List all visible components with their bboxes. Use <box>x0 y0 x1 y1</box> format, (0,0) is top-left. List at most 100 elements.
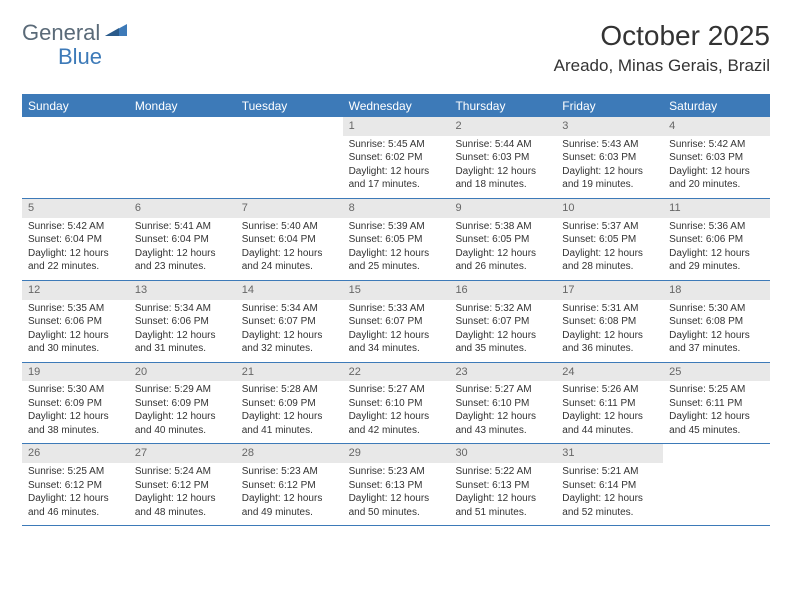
header: General Blue October 2025 Areado, Minas … <box>0 0 792 84</box>
sunrise-line: Sunrise: 5:37 AM <box>562 220 657 234</box>
day-content: Sunrise: 5:41 AMSunset: 6:04 PMDaylight:… <box>129 218 236 280</box>
day-cell: 4 Sunrise: 5:42 AMSunset: 6:03 PMDaylight… <box>663 117 770 198</box>
daylight-line: Daylight: 12 hours and 40 minutes. <box>135 410 230 437</box>
sunset-line: Sunset: 6:05 PM <box>349 233 444 247</box>
sunrise-line: Sunrise: 5:23 AM <box>349 465 444 479</box>
weekday-header: Thursday <box>449 95 556 117</box>
sunrise-line: Sunrise: 5:27 AM <box>455 383 550 397</box>
day-cell: 22Sunrise: 5:27 AMSunset: 6:10 PMDayligh… <box>343 363 450 444</box>
daylight-line: Daylight: 12 hours and 44 minutes. <box>562 410 657 437</box>
sunrise-line: Sunrise: 5:36 AM <box>669 220 764 234</box>
day-content: Sunrise: 5:45 AMSunset: 6:02 PMDaylight:… <box>343 136 450 198</box>
daylight-line: Daylight: 12 hours and 51 minutes. <box>455 492 550 519</box>
sunrise-line: Sunrise: 5:38 AM <box>455 220 550 234</box>
sunset-line: Sunset: 6:05 PM <box>562 233 657 247</box>
weekday-header: Monday <box>129 95 236 117</box>
sunset-line: Sunset: 6:04 PM <box>242 233 337 247</box>
day-content: Sunrise: 5:30 AMSunset: 6:09 PMDaylight:… <box>22 381 129 443</box>
weekday-header-row: SundayMondayTuesdayWednesdayThursdayFrid… <box>22 95 770 117</box>
day-number: 17 <box>556 281 663 300</box>
daylight-line: Daylight: 12 hours and 42 minutes. <box>349 410 444 437</box>
daylight-line: Daylight: 12 hours and 23 minutes. <box>135 247 230 274</box>
day-cell: 23Sunrise: 5:27 AMSunset: 6:10 PMDayligh… <box>449 363 556 444</box>
daylight-line: Daylight: 12 hours and 29 minutes. <box>669 247 764 274</box>
day-content: Sunrise: 5:42 AMSunset: 6:04 PMDaylight:… <box>22 218 129 280</box>
day-number: 20 <box>129 363 236 382</box>
day-number: 8 <box>343 199 450 218</box>
sunset-line: Sunset: 6:08 PM <box>669 315 764 329</box>
day-content: Sunrise: 5:38 AMSunset: 6:05 PMDaylight:… <box>449 218 556 280</box>
day-number: 9 <box>449 199 556 218</box>
daylight-line: Daylight: 12 hours and 41 minutes. <box>242 410 337 437</box>
sunset-line: Sunset: 6:12 PM <box>242 479 337 493</box>
sunset-line: Sunset: 6:03 PM <box>455 151 550 165</box>
sunset-line: Sunset: 6:10 PM <box>455 397 550 411</box>
sunrise-line: Sunrise: 5:23 AM <box>242 465 337 479</box>
sunrise-line: Sunrise: 5:25 AM <box>28 465 123 479</box>
day-number: 3 <box>556 117 663 136</box>
sunset-line: Sunset: 6:06 PM <box>669 233 764 247</box>
day-cell: 18Sunrise: 5:30 AMSunset: 6:08 PMDayligh… <box>663 281 770 362</box>
sunrise-line: Sunrise: 5:44 AM <box>455 138 550 152</box>
day-content: Sunrise: 5:23 AMSunset: 6:13 PMDaylight:… <box>343 463 450 525</box>
day-number: 30 <box>449 444 556 463</box>
sunrise-line: Sunrise: 5:43 AM <box>562 138 657 152</box>
sunrise-line: Sunrise: 5:42 AM <box>669 138 764 152</box>
day-cell: 6Sunrise: 5:41 AMSunset: 6:04 PMDaylight… <box>129 199 236 280</box>
day-number: 15 <box>343 281 450 300</box>
sunrise-line: Sunrise: 5:32 AM <box>455 302 550 316</box>
day-content: Sunrise: 5:30 AMSunset: 6:08 PMDaylight:… <box>663 300 770 362</box>
day-number: 4 <box>663 117 770 136</box>
day-number: 24 <box>556 363 663 382</box>
day-content: Sunrise: 5:25 AMSunset: 6:11 PMDaylight:… <box>663 381 770 443</box>
calendar-week-row: 1Sunrise: 5:45 AMSunset: 6:02 PMDaylight… <box>22 117 770 199</box>
sunset-line: Sunset: 6:06 PM <box>135 315 230 329</box>
day-cell: 21Sunrise: 5:28 AMSunset: 6:09 PMDayligh… <box>236 363 343 444</box>
sunset-line: Sunset: 6:03 PM <box>669 151 764 165</box>
daylight-line: Daylight: 12 hours and 45 minutes. <box>669 410 764 437</box>
daylight-line: Daylight: 12 hours and 43 minutes. <box>455 410 550 437</box>
sunrise-line: Sunrise: 5:30 AM <box>669 302 764 316</box>
page-title: October 2025 <box>554 20 770 52</box>
weeks-container: 1Sunrise: 5:45 AMSunset: 6:02 PMDaylight… <box>22 117 770 526</box>
day-number: 6 <box>129 199 236 218</box>
day-cell: 13Sunrise: 5:34 AMSunset: 6:06 PMDayligh… <box>129 281 236 362</box>
day-cell: 25Sunrise: 5:25 AMSunset: 6:11 PMDayligh… <box>663 363 770 444</box>
day-number: 16 <box>449 281 556 300</box>
day-content: Sunrise: 5:44 AMSunset: 6:03 PMDaylight:… <box>449 136 556 198</box>
day-cell: 3Sunrise: 5:43 AMSunset: 6:03 PMDaylight… <box>556 117 663 198</box>
weekday-header: Saturday <box>663 95 770 117</box>
day-content: Sunrise: 5:26 AMSunset: 6:11 PMDaylight:… <box>556 381 663 443</box>
day-content: Sunrise: 5:25 AMSunset: 6:12 PMDaylight:… <box>22 463 129 525</box>
sunrise-line: Sunrise: 5:42 AM <box>28 220 123 234</box>
day-cell: 15Sunrise: 5:33 AMSunset: 6:07 PMDayligh… <box>343 281 450 362</box>
weekday-header: Friday <box>556 95 663 117</box>
day-number: 1 <box>343 117 450 136</box>
day-content: Sunrise: 5:33 AMSunset: 6:07 PMDaylight:… <box>343 300 450 362</box>
day-cell: 11Sunrise: 5:36 AMSunset: 6:06 PMDayligh… <box>663 199 770 280</box>
day-content: Sunrise: 5:27 AMSunset: 6:10 PMDaylight:… <box>449 381 556 443</box>
sunset-line: Sunset: 6:08 PM <box>562 315 657 329</box>
day-cell: 10Sunrise: 5:37 AMSunset: 6:05 PMDayligh… <box>556 199 663 280</box>
day-number: 25 <box>663 363 770 382</box>
day-number: 22 <box>343 363 450 382</box>
day-number: 23 <box>449 363 556 382</box>
sunset-line: Sunset: 6:09 PM <box>242 397 337 411</box>
sunset-line: Sunset: 6:12 PM <box>135 479 230 493</box>
day-content: Sunrise: 5:37 AMSunset: 6:05 PMDaylight:… <box>556 218 663 280</box>
day-cell: 16Sunrise: 5:32 AMSunset: 6:07 PMDayligh… <box>449 281 556 362</box>
day-content: Sunrise: 5:23 AMSunset: 6:12 PMDaylight:… <box>236 463 343 525</box>
day-content: Sunrise: 5:21 AMSunset: 6:14 PMDaylight:… <box>556 463 663 525</box>
day-content: Sunrise: 5:34 AMSunset: 6:06 PMDaylight:… <box>129 300 236 362</box>
day-content: Sunrise: 5:40 AMSunset: 6:04 PMDaylight:… <box>236 218 343 280</box>
daylight-line: Daylight: 12 hours and 46 minutes. <box>28 492 123 519</box>
day-number: 31 <box>556 444 663 463</box>
day-number: 18 <box>663 281 770 300</box>
sunset-line: Sunset: 6:04 PM <box>135 233 230 247</box>
empty-day-cell <box>129 117 236 198</box>
day-number: 7 <box>236 199 343 218</box>
calendar-week-row: 19Sunrise: 5:30 AMSunset: 6:09 PMDayligh… <box>22 363 770 445</box>
daylight-line: Daylight: 12 hours and 38 minutes. <box>28 410 123 437</box>
daylight-line: Daylight: 12 hours and 20 minutes. <box>669 165 764 192</box>
day-content: Sunrise: 5:29 AMSunset: 6:09 PMDaylight:… <box>129 381 236 443</box>
